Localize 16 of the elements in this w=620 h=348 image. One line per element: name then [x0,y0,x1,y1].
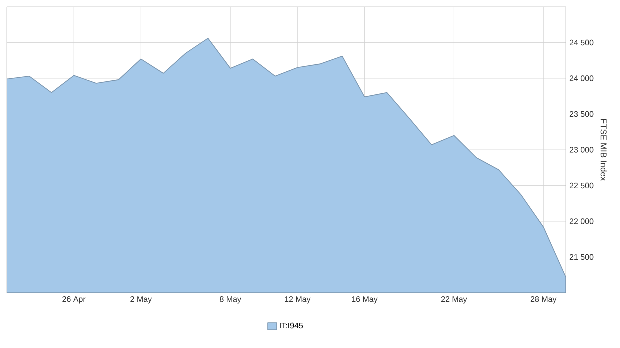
y-tick-label: 22 000 [570,218,594,224]
x-tick-label: 16 May [352,296,378,304]
y-tick-label: 24 500 [570,40,594,46]
y-tick-label: 21 500 [570,254,594,260]
x-tick-label: 12 May [285,296,311,304]
y-tick-label: 22 500 [570,182,594,189]
y-tick-label: 23 500 [570,111,594,118]
y-axis-title: FTSE MIB Index [600,120,608,182]
x-tick-label: 2 May [130,296,152,304]
x-tick-label: 28 May [530,296,557,304]
x-tick-label: 26 Apr [62,296,86,304]
y-tick-label: 24 000 [570,76,594,82]
legend-label: IT:I945 [280,322,304,329]
y-tick-label: 23 000 [570,147,594,153]
x-tick-label: 22 May [441,296,468,304]
x-tick-label: 8 May [220,296,242,304]
